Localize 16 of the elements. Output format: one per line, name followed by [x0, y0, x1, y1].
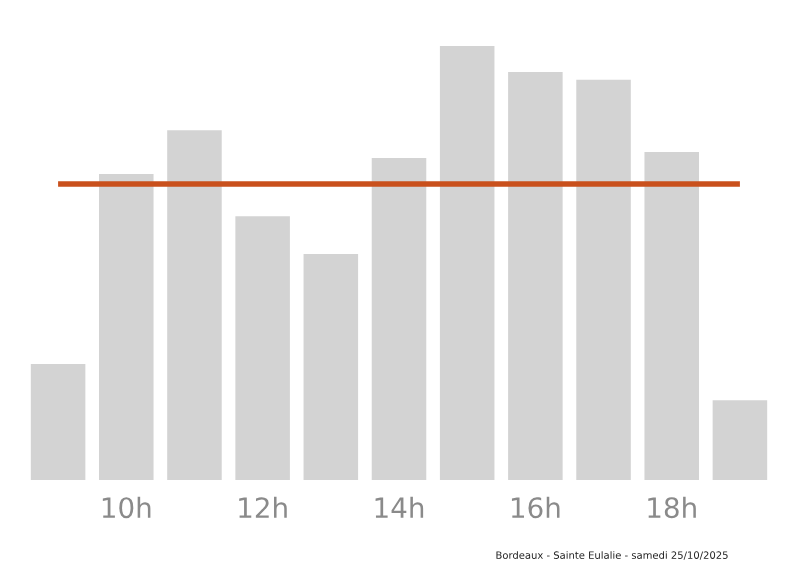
bar: [99, 174, 154, 480]
bar: [371, 157, 427, 480]
bar: [508, 72, 563, 480]
bar: [30, 364, 86, 480]
x-tick-label: 10h: [102, 496, 151, 519]
bar: [235, 216, 290, 480]
bar: [576, 79, 631, 480]
bar: [712, 400, 768, 480]
x-tick-label: 16h: [511, 496, 560, 519]
x-tick-label: 18h: [648, 496, 696, 519]
bar: [439, 46, 495, 480]
bar: [303, 253, 359, 480]
bar: [644, 151, 699, 480]
x-tick-label: 12h: [239, 496, 287, 518]
bar: [167, 130, 222, 480]
x-tick-label: 14h: [375, 496, 424, 518]
